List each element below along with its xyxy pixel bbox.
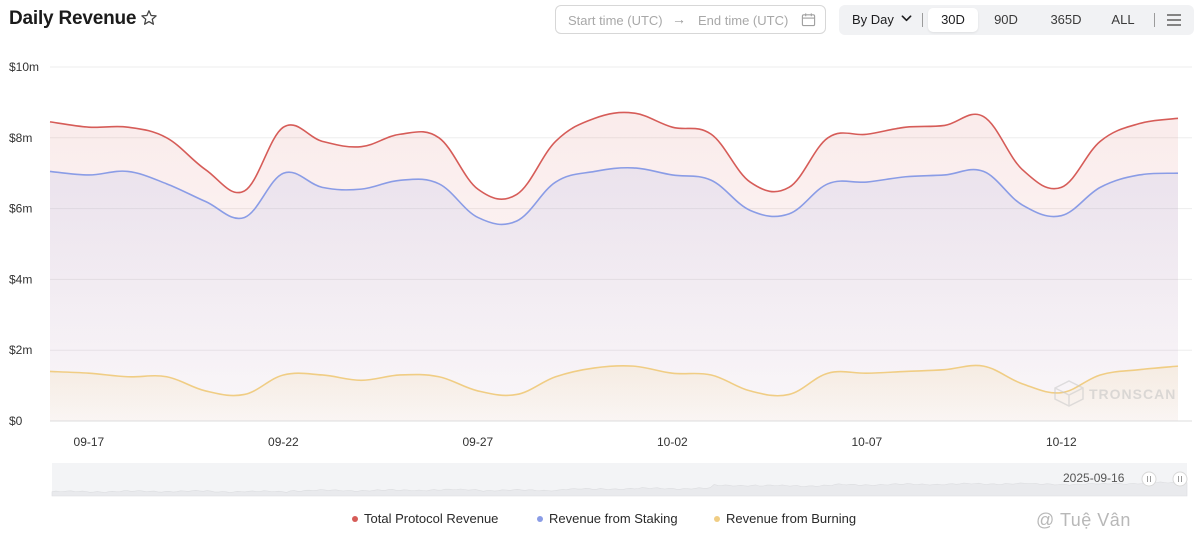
y-tick-label: $10m: [9, 60, 39, 74]
legend-item-total[interactable]: Total Protocol Revenue: [352, 511, 498, 526]
range-arrow-icon: →: [672, 11, 686, 27]
range-button-90d[interactable]: 90D: [994, 12, 1018, 27]
navigator-date: 2025-09-16: [1063, 471, 1125, 485]
range-button-365d[interactable]: 365D: [1050, 12, 1082, 27]
end-time-input[interactable]: End time (UTC): [698, 13, 789, 28]
credit-watermark: @ Tuệ Vân: [1036, 510, 1131, 530]
series-total-revenue-line: [49, 111, 1179, 201]
menu-icon[interactable]: [1166, 13, 1182, 27]
start-time-input[interactable]: Start time (UTC): [568, 13, 663, 28]
calendar-icon[interactable]: [801, 12, 816, 27]
page-title: Daily Revenue: [9, 8, 137, 29]
navigator[interactable]: 2025-09-16: [51, 463, 1188, 497]
star-icon[interactable]: [140, 9, 158, 27]
revenue-chart: $0 $2m $4m $6m $8m $10m 09-17 09-22 09-27 10-02 10…: [9, 60, 1192, 497]
legend-label: Revenue from Burning: [726, 511, 857, 526]
chart-legend: Total Protocol Revenue Revenue from Stak…: [0, 511, 1195, 529]
x-tick-label: 09-27: [463, 435, 494, 449]
y-tick-label: $6m: [9, 202, 32, 216]
chart-header: Daily Revenue Start time (UTC) → End tim…: [0, 0, 1195, 40]
tronscan-watermark: TRONSCAN: [1054, 380, 1176, 407]
navigator-handle-left[interactable]: [1141, 471, 1157, 487]
navigator-handle-right[interactable]: [1172, 471, 1188, 487]
y-tick-label: $0: [9, 414, 23, 428]
y-tick-label: $2m: [9, 343, 32, 357]
series-staking-revenue-line: [49, 166, 1179, 226]
x-tick-label: 10-12: [1046, 435, 1077, 449]
legend-item-burning[interactable]: Revenue from Burning: [714, 511, 856, 526]
x-tick-label: 09-22: [268, 435, 299, 449]
legend-item-staking[interactable]: Revenue from Staking: [537, 511, 678, 526]
legend-label: Total Protocol Revenue: [364, 511, 499, 526]
legend-dot: [537, 515, 543, 522]
x-tick-label: 10-02: [657, 435, 688, 449]
range-button-all[interactable]: ALL: [1111, 12, 1135, 27]
y-tick-label: $8m: [9, 131, 32, 145]
range-button-30d[interactable]: 30D: [928, 8, 978, 32]
series-staking-revenue-area: [50, 167, 1178, 421]
x-tick-label: 09-17: [74, 435, 105, 449]
series-burning-revenue-line: [49, 364, 1179, 397]
tronscan-brand: TRONSCAN: [1089, 386, 1176, 402]
y-tick-label: $4m: [9, 272, 32, 286]
date-range-picker[interactable]: Start time (UTC) → End time (UTC): [555, 5, 826, 34]
legend-dot: [714, 515, 720, 522]
chevron-down-icon[interactable]: [901, 14, 912, 23]
x-tick-label: 10-07: [851, 435, 882, 449]
divider: [1154, 13, 1155, 27]
granularity-select[interactable]: By Day: [852, 12, 894, 27]
chart-controls: By Day 30D 90D 365D ALL: [839, 5, 1194, 35]
legend-label: Revenue from Staking: [549, 511, 678, 526]
legend-dot: [352, 515, 358, 522]
divider: [922, 13, 923, 27]
series-burning-revenue-area: [50, 365, 1178, 421]
